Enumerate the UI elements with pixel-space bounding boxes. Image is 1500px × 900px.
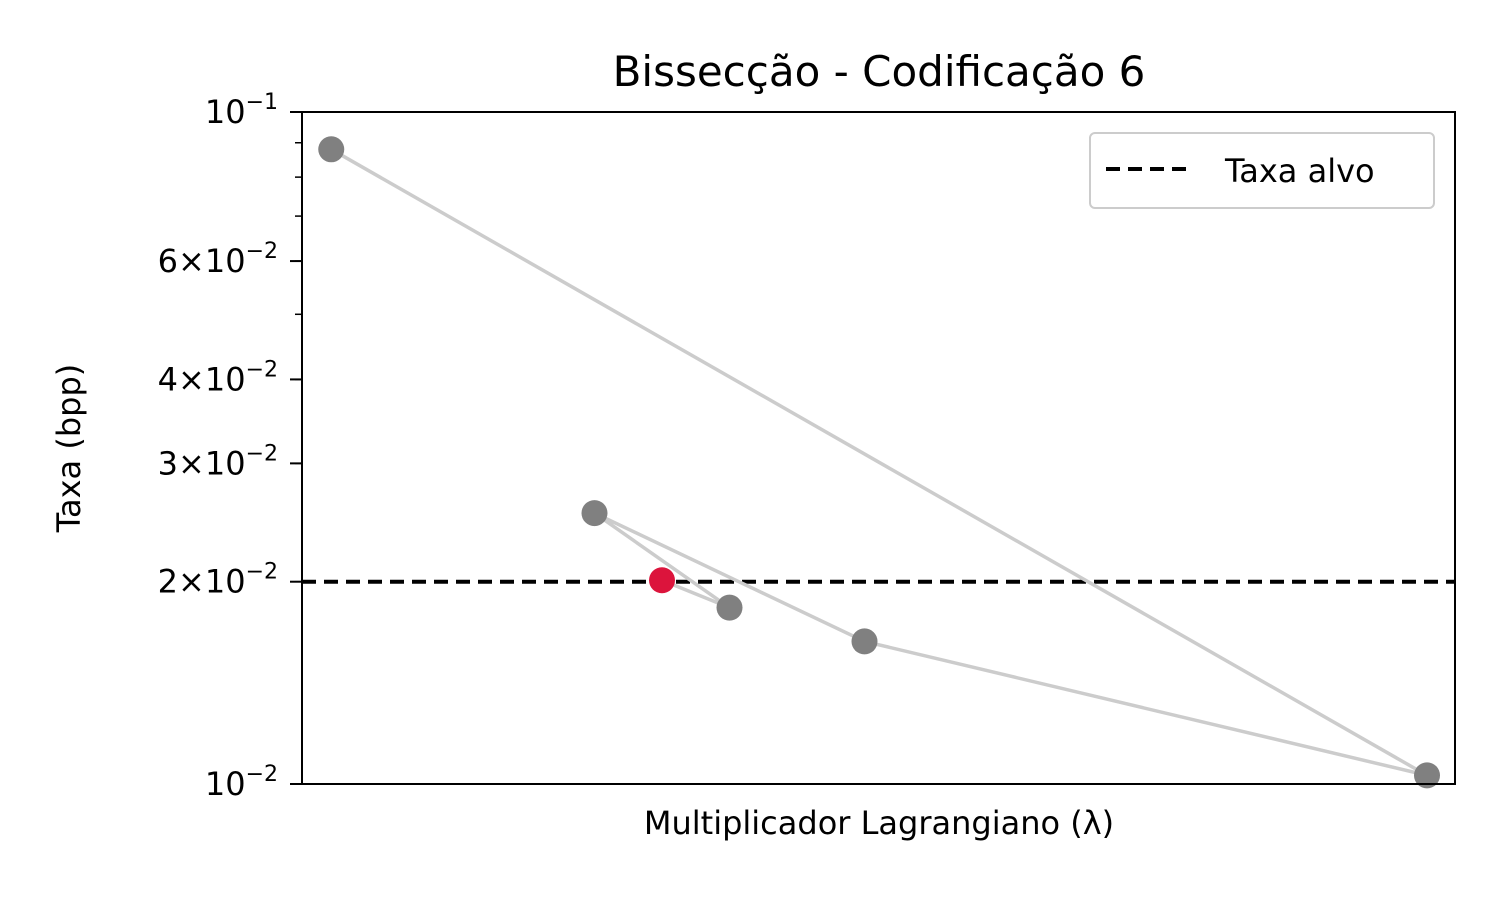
bisection-path-line bbox=[330, 147, 1428, 778]
final-point bbox=[649, 567, 675, 594]
data-point bbox=[716, 594, 743, 621]
x-axis-label: Multiplicador Lagrangiano (λ) bbox=[644, 804, 1114, 842]
y-tick-label: 10−1 bbox=[205, 90, 278, 131]
plot-area bbox=[301, 111, 1456, 789]
y-tick-label: 2×10−2 bbox=[158, 560, 278, 601]
series-layer bbox=[318, 136, 1440, 789]
y-tick-label: 4×10−2 bbox=[158, 357, 278, 398]
y-tick-label: 3×10−2 bbox=[158, 441, 278, 482]
data-point bbox=[581, 500, 608, 527]
legend-entry-taxa-alvo: Taxa alvo bbox=[1224, 152, 1375, 190]
y-tick-label: 10−2 bbox=[205, 762, 278, 803]
data-point bbox=[1414, 762, 1440, 789]
data-point bbox=[851, 628, 878, 655]
chart-title: Bissecção - Codificação 6 bbox=[613, 47, 1146, 96]
y-axis: 10−1 6×10−2 4×10−2 3×10−2 2×10−2 10−2 bbox=[158, 90, 302, 803]
data-point bbox=[318, 136, 345, 163]
plot-frame bbox=[301, 111, 1456, 785]
legend: Taxa alvo bbox=[1089, 132, 1435, 209]
y-tick-label: 6×10−2 bbox=[158, 239, 278, 280]
legend-box bbox=[1089, 132, 1435, 209]
y-axis-label: Taxa (bpp) bbox=[50, 364, 88, 533]
